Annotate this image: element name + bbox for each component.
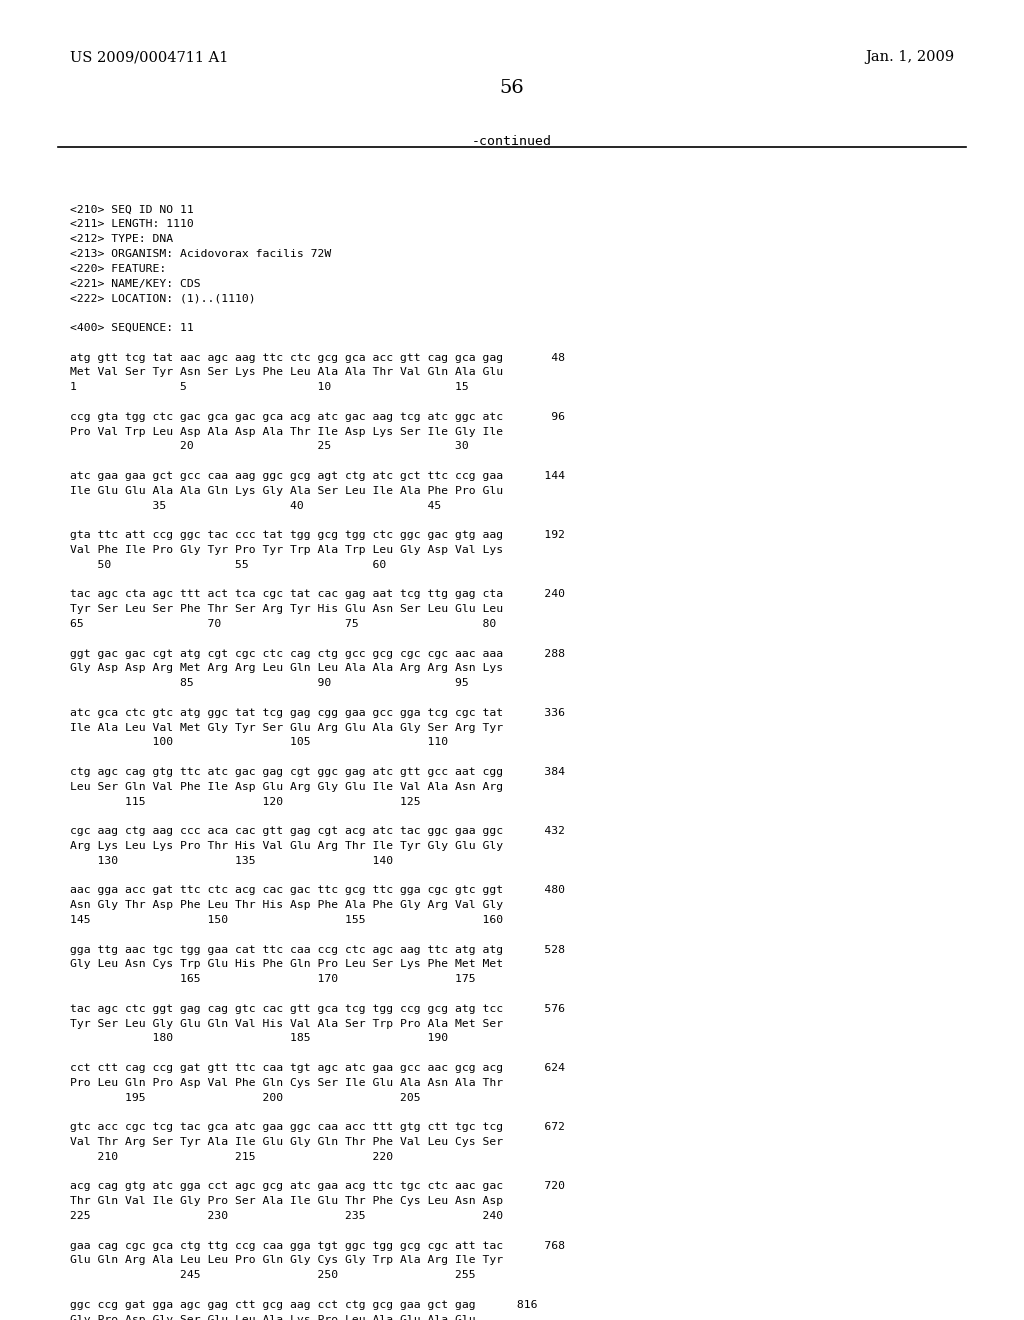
Text: Met Val Ser Tyr Asn Ser Lys Phe Leu Ala Ala Thr Val Gln Ala Glu: Met Val Ser Tyr Asn Ser Lys Phe Leu Ala … [70, 367, 503, 378]
Text: Pro Val Trp Leu Asp Ala Asp Ala Thr Ile Asp Lys Ser Ile Gly Ile: Pro Val Trp Leu Asp Ala Asp Ala Thr Ile … [70, 426, 503, 437]
Text: Ile Glu Glu Ala Ala Gln Lys Gly Ala Ser Leu Ile Ala Phe Pro Glu: Ile Glu Glu Ala Ala Gln Lys Gly Ala Ser … [70, 486, 503, 496]
Text: Val Thr Arg Ser Tyr Ala Ile Glu Gly Gln Thr Phe Val Leu Cys Ser: Val Thr Arg Ser Tyr Ala Ile Glu Gly Gln … [70, 1137, 503, 1147]
Text: 35                  40                  45: 35 40 45 [70, 500, 441, 511]
Text: -continued: -continued [472, 135, 552, 148]
Text: <211> LENGTH: 1110: <211> LENGTH: 1110 [70, 219, 194, 230]
Text: Glu Gln Arg Ala Leu Leu Pro Gln Gly Cys Gly Trp Ala Arg Ile Tyr: Glu Gln Arg Ala Leu Leu Pro Gln Gly Cys … [70, 1255, 503, 1266]
Text: 20                  25                  30: 20 25 30 [70, 441, 468, 451]
Text: Pro Leu Gln Pro Asp Val Phe Gln Cys Ser Ile Glu Ala Asn Ala Thr: Pro Leu Gln Pro Asp Val Phe Gln Cys Ser … [70, 1078, 503, 1088]
Text: 165                 170                 175: 165 170 175 [70, 974, 475, 985]
Text: 65                  70                  75                  80: 65 70 75 80 [70, 619, 496, 630]
Text: aac gga acc gat ttc ctc acg cac gac ttc gcg ttc gga cgc gtc ggt      480: aac gga acc gat ttc ctc acg cac gac ttc … [70, 886, 564, 895]
Text: 180                 185                 190: 180 185 190 [70, 1034, 447, 1043]
Text: Tyr Ser Leu Gly Glu Gln Val His Val Ala Ser Trp Pro Ala Met Ser: Tyr Ser Leu Gly Glu Gln Val His Val Ala … [70, 1019, 503, 1028]
Text: gaa cag cgc gca ctg ttg ccg caa gga tgt ggc tgg gcg cgc att tac      768: gaa cag cgc gca ctg ttg ccg caa gga tgt … [70, 1241, 564, 1250]
Text: 245                 250                 255: 245 250 255 [70, 1270, 475, 1280]
Text: <210> SEQ ID NO 11: <210> SEQ ID NO 11 [70, 205, 194, 215]
Text: Arg Lys Leu Lys Pro Thr His Val Glu Arg Thr Ile Tyr Gly Glu Gly: Arg Lys Leu Lys Pro Thr His Val Glu Arg … [70, 841, 503, 851]
Text: Leu Ser Gln Val Phe Ile Asp Glu Arg Gly Glu Ile Val Ala Asn Arg: Leu Ser Gln Val Phe Ile Asp Glu Arg Gly … [70, 781, 503, 792]
Text: cgc aag ctg aag ccc aca cac gtt gag cgt acg atc tac ggc gaa ggc      432: cgc aag ctg aag ccc aca cac gtt gag cgt … [70, 826, 564, 836]
Text: 85                  90                  95: 85 90 95 [70, 678, 468, 688]
Text: ccg gta tgg ctc gac gca gac gca acg atc gac aag tcg atc ggc atc       96: ccg gta tgg ctc gac gca gac gca acg atc … [70, 412, 564, 422]
Text: Asn Gly Thr Asp Phe Leu Thr His Asp Phe Ala Phe Gly Arg Val Gly: Asn Gly Thr Asp Phe Leu Thr His Asp Phe … [70, 900, 503, 911]
Text: tac agc cta agc ttt act tca cgc tat cac gag aat tcg ttg gag cta      240: tac agc cta agc ttt act tca cgc tat cac … [70, 590, 564, 599]
Text: 130                 135                 140: 130 135 140 [70, 855, 393, 866]
Text: atc gaa gaa gct gcc caa aag ggc gcg agt ctg atc gct ttc ccg gaa      144: atc gaa gaa gct gcc caa aag ggc gcg agt … [70, 471, 564, 480]
Text: Ile Ala Leu Val Met Gly Tyr Ser Glu Arg Glu Ala Gly Ser Arg Tyr: Ile Ala Leu Val Met Gly Tyr Ser Glu Arg … [70, 722, 503, 733]
Text: 1               5                   10                  15: 1 5 10 15 [70, 383, 468, 392]
Text: 115                 120                 125: 115 120 125 [70, 796, 420, 807]
Text: <212> TYPE: DNA: <212> TYPE: DNA [70, 234, 173, 244]
Text: ggt gac gac cgt atg cgt cgc ctc cag ctg gcc gcg cgc cgc aac aaa      288: ggt gac gac cgt atg cgt cgc ctc cag ctg … [70, 648, 564, 659]
Text: Gly Leu Asn Cys Trp Glu His Phe Gln Pro Leu Ser Lys Phe Met Met: Gly Leu Asn Cys Trp Glu His Phe Gln Pro … [70, 960, 503, 969]
Text: <213> ORGANISM: Acidovorax facilis 72W: <213> ORGANISM: Acidovorax facilis 72W [70, 249, 331, 259]
Text: Tyr Ser Leu Ser Phe Thr Ser Arg Tyr His Glu Asn Ser Leu Glu Leu: Tyr Ser Leu Ser Phe Thr Ser Arg Tyr His … [70, 605, 503, 614]
Text: Jan. 1, 2009: Jan. 1, 2009 [865, 50, 954, 65]
Text: Thr Gln Val Ile Gly Pro Ser Ala Ile Glu Thr Phe Cys Leu Asn Asp: Thr Gln Val Ile Gly Pro Ser Ala Ile Glu … [70, 1196, 503, 1206]
Text: <222> LOCATION: (1)..(1110): <222> LOCATION: (1)..(1110) [70, 293, 255, 304]
Text: 50                  55                  60: 50 55 60 [70, 560, 386, 570]
Text: Gly Pro Asp Gly Ser Glu Leu Ala Lys Pro Leu Ala Glu Ala Glu: Gly Pro Asp Gly Ser Glu Leu Ala Lys Pro … [70, 1315, 475, 1320]
Text: 225                 230                 235                 240: 225 230 235 240 [70, 1210, 503, 1221]
Text: gta ttc att ccg ggc tac ccc tat tgg gcg tgg ctc ggc gac gtg aag      192: gta ttc att ccg ggc tac ccc tat tgg gcg … [70, 531, 564, 540]
Text: Val Phe Ile Pro Gly Tyr Pro Tyr Trp Ala Trp Leu Gly Asp Val Lys: Val Phe Ile Pro Gly Tyr Pro Tyr Trp Ala … [70, 545, 503, 554]
Text: Gly Asp Asp Arg Met Arg Arg Leu Gln Leu Ala Ala Arg Arg Asn Lys: Gly Asp Asp Arg Met Arg Arg Leu Gln Leu … [70, 664, 503, 673]
Text: ctg agc cag gtg ttc atc gac gag cgt ggc gag atc gtt gcc aat cgg      384: ctg agc cag gtg ttc atc gac gag cgt ggc … [70, 767, 564, 777]
Text: tac agc ctc ggt gag cag gtc cac gtt gca tcg tgg ccg gcg atg tcc      576: tac agc ctc ggt gag cag gtc cac gtt gca … [70, 1003, 564, 1014]
Text: US 2009/0004711 A1: US 2009/0004711 A1 [70, 50, 228, 65]
Text: <221> NAME/KEY: CDS: <221> NAME/KEY: CDS [70, 279, 201, 289]
Text: atg gtt tcg tat aac agc aag ttc ctc gcg gca acc gtt cag gca gag       48: atg gtt tcg tat aac agc aag ttc ctc gcg … [70, 352, 564, 363]
Text: gtc acc cgc tcg tac gca atc gaa ggc caa acc ttt gtg ctt tgc tcg      672: gtc acc cgc tcg tac gca atc gaa ggc caa … [70, 1122, 564, 1133]
Text: 210                 215                 220: 210 215 220 [70, 1152, 393, 1162]
Text: <400> SEQUENCE: 11: <400> SEQUENCE: 11 [70, 323, 194, 333]
Text: cct ctt cag ccg gat gtt ttc caa tgt agc atc gaa gcc aac gcg acg      624: cct ctt cag ccg gat gtt ttc caa tgt agc … [70, 1063, 564, 1073]
Text: <220> FEATURE:: <220> FEATURE: [70, 264, 166, 273]
Text: atc gca ctc gtc atg ggc tat tcg gag cgg gaa gcc gga tcg cgc tat      336: atc gca ctc gtc atg ggc tat tcg gag cgg … [70, 708, 564, 718]
Text: gga ttg aac tgc tgg gaa cat ttc caa ccg ctc agc aag ttc atg atg      528: gga ttg aac tgc tgg gaa cat ttc caa ccg … [70, 945, 564, 954]
Text: 145                 150                 155                 160: 145 150 155 160 [70, 915, 503, 925]
Text: 195                 200                 205: 195 200 205 [70, 1093, 420, 1102]
Text: 100                 105                 110: 100 105 110 [70, 738, 447, 747]
Text: 56: 56 [500, 79, 524, 98]
Text: acg cag gtg atc gga cct agc gcg atc gaa acg ttc tgc ctc aac gac      720: acg cag gtg atc gga cct agc gcg atc gaa … [70, 1181, 564, 1192]
Text: ggc ccg gat gga agc gag ctt gcg aag cct ctg gcg gaa gct gag      816: ggc ccg gat gga agc gag ctt gcg aag cct … [70, 1300, 538, 1309]
